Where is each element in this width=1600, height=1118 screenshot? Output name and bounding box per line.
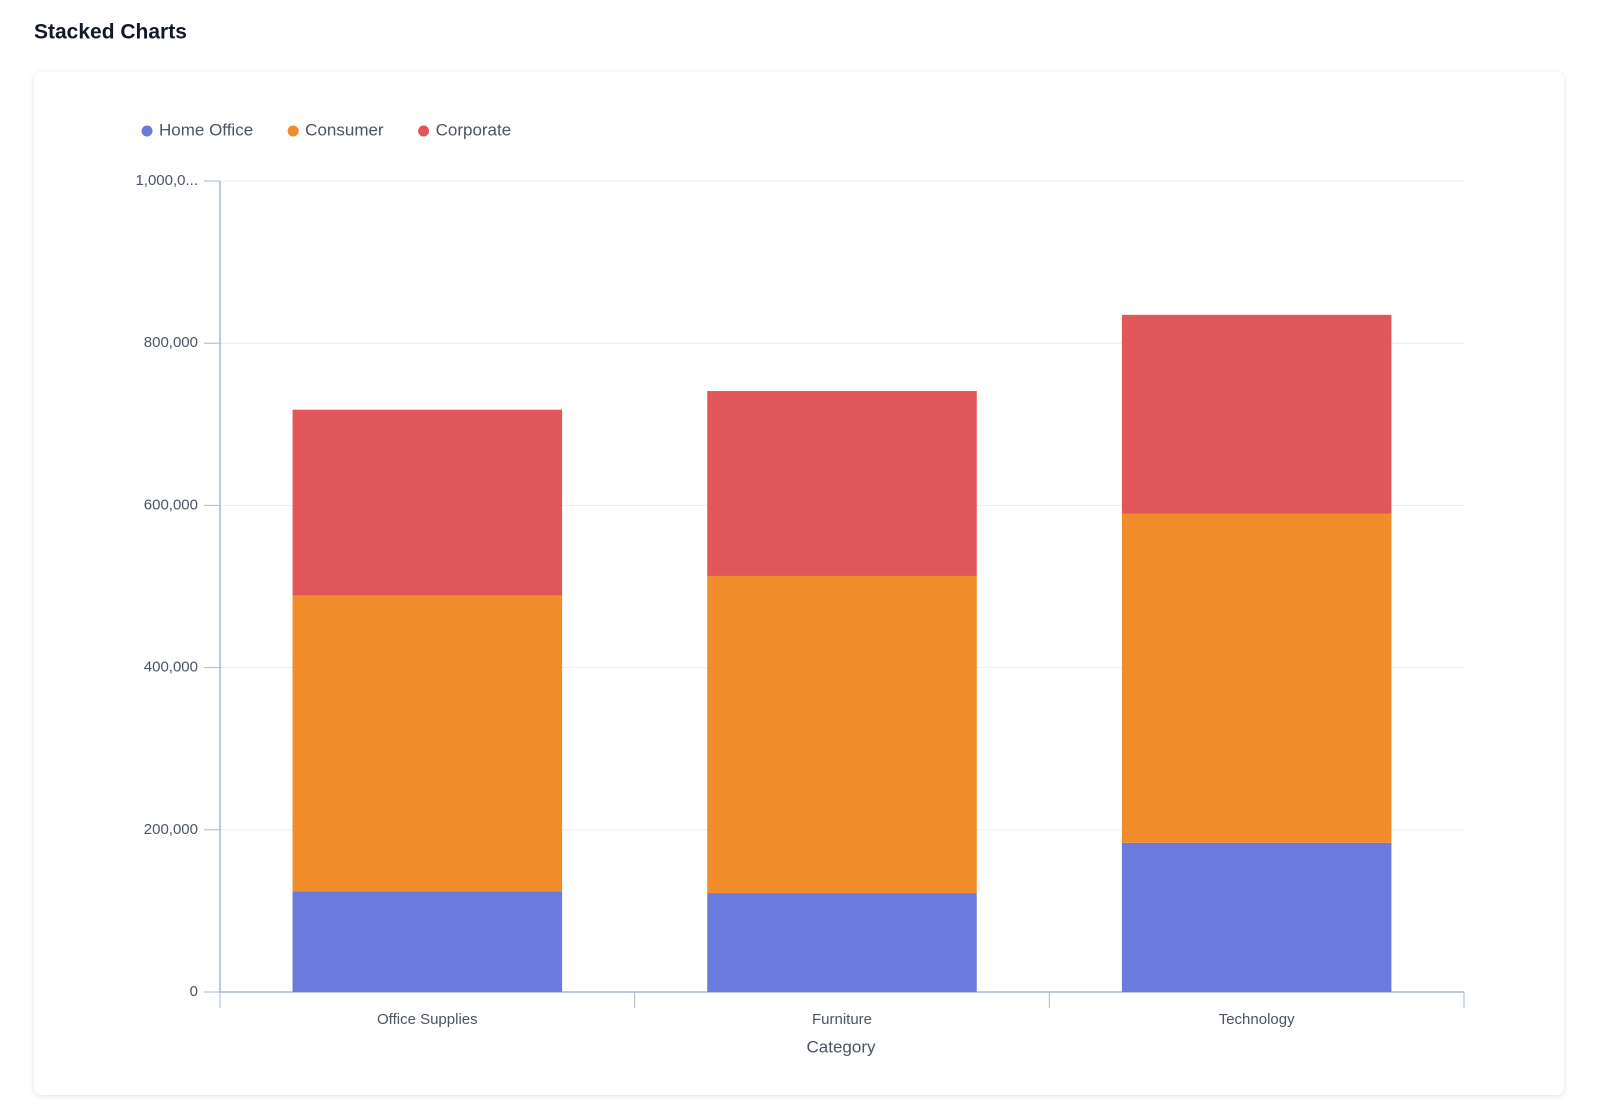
y-tick-label: 200,000 (144, 821, 198, 838)
x-tick-label: Technology (1219, 1011, 1295, 1028)
bar-segment (1121, 513, 1392, 843)
bar-segment (292, 891, 563, 992)
bar-segment (292, 595, 563, 892)
bar-segment (707, 893, 977, 992)
legend-label: Consumer (305, 120, 384, 139)
bar-segment (707, 575, 977, 894)
legend-marker (287, 125, 299, 137)
y-tick-label: 800,000 (144, 334, 198, 351)
x-tick-label: Furniture (812, 1011, 872, 1028)
bar-segment (707, 391, 977, 576)
y-tick-label: 1,000,0... (135, 172, 198, 189)
bar-segment (1121, 842, 1392, 992)
legend-marker (418, 125, 430, 137)
y-tick-label: 0 (190, 983, 198, 1000)
legend-marker (141, 125, 153, 137)
legend-label: Corporate (436, 120, 512, 139)
y-tick-label: 600,000 (144, 496, 198, 513)
x-tick-label: Office Supplies (377, 1011, 478, 1028)
bar-segment (1121, 314, 1392, 514)
legend-label: Home Office (159, 120, 253, 139)
y-tick-label: 400,000 (144, 659, 198, 676)
bar-segment (292, 409, 563, 596)
x-axis-title: Category (807, 1037, 876, 1056)
page-title: Stacked Charts (34, 21, 187, 44)
